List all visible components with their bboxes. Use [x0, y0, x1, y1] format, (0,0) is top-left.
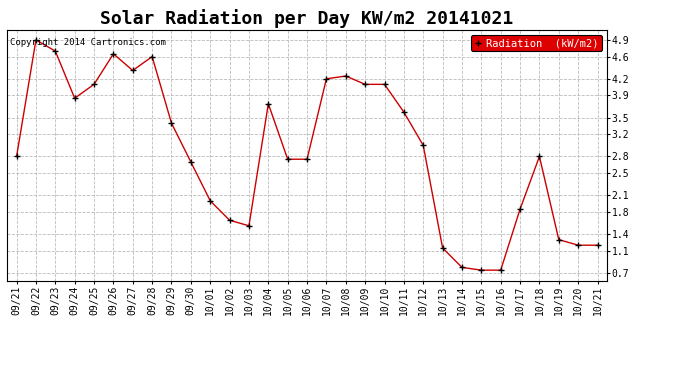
Radiation  (kW/m2) — [380, 82, 388, 87]
Radiation  (kW/m2) — [226, 218, 234, 222]
Radiation  (kW/m2) — [419, 143, 427, 148]
Radiation  (kW/m2) — [187, 160, 195, 164]
Radiation  (kW/m2) — [109, 52, 117, 56]
Title: Solar Radiation per Day KW/m2 20141021: Solar Radiation per Day KW/m2 20141021 — [101, 9, 513, 28]
Radiation  (kW/m2) — [497, 268, 505, 272]
Legend: Radiation  (kW/m2): Radiation (kW/m2) — [471, 35, 602, 51]
Radiation  (kW/m2) — [128, 68, 137, 73]
Radiation  (kW/m2) — [361, 82, 369, 87]
Radiation  (kW/m2) — [322, 76, 331, 81]
Radiation  (kW/m2) — [32, 38, 40, 42]
Radiation  (kW/m2) — [168, 121, 176, 125]
Radiation  (kW/m2) — [148, 54, 156, 59]
Radiation  (kW/m2) — [12, 154, 21, 159]
Radiation  (kW/m2) — [458, 265, 466, 270]
Line: Radiation  (kW/m2): Radiation (kW/m2) — [13, 36, 601, 274]
Text: Copyright 2014 Cartronics.com: Copyright 2014 Cartronics.com — [10, 38, 166, 46]
Radiation  (kW/m2) — [516, 207, 524, 212]
Radiation  (kW/m2) — [284, 157, 292, 162]
Radiation  (kW/m2) — [593, 243, 602, 248]
Radiation  (kW/m2) — [90, 82, 98, 87]
Radiation  (kW/m2) — [438, 246, 446, 250]
Radiation  (kW/m2) — [51, 49, 59, 53]
Radiation  (kW/m2) — [342, 74, 350, 78]
Radiation  (kW/m2) — [477, 268, 486, 272]
Radiation  (kW/m2) — [264, 102, 273, 106]
Radiation  (kW/m2) — [400, 110, 408, 114]
Radiation  (kW/m2) — [206, 199, 215, 203]
Radiation  (kW/m2) — [574, 243, 582, 248]
Radiation  (kW/m2) — [535, 154, 544, 159]
Radiation  (kW/m2) — [555, 237, 563, 242]
Radiation  (kW/m2) — [245, 224, 253, 228]
Radiation  (kW/m2) — [70, 96, 79, 100]
Radiation  (kW/m2) — [303, 157, 311, 162]
